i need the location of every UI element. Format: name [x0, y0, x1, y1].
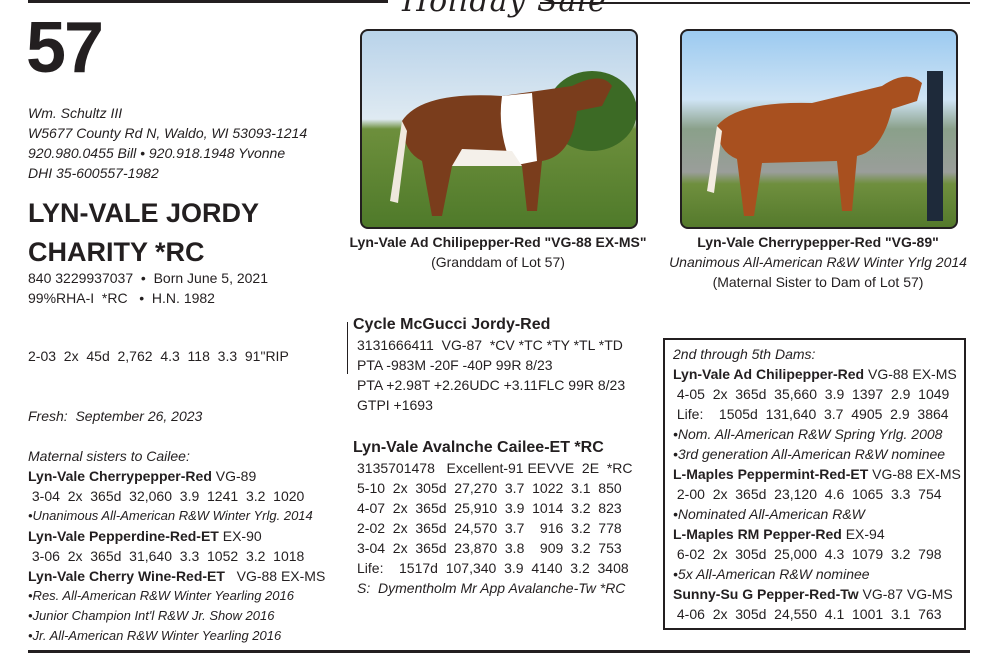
cow-name: Lyn-Vale Pepperdine-Red-ET	[28, 528, 219, 544]
bottom-rule	[28, 650, 970, 653]
cow-name: Lyn-Vale Cherry Wine-Red-ET	[28, 568, 225, 584]
record-line: 4-05 2x 365d 35,660 3.9 1397 2.9 1049	[673, 386, 950, 402]
record-line: 4-07 2x 365d 25,910 3.9 1014 3.2 823	[357, 500, 622, 516]
dams-box: 2nd through 5th Dams: Lyn-Vale Ad Chilip…	[663, 338, 966, 630]
dam-block: Lyn-Vale Avalnche Cailee-ET *RC 31357014…	[353, 438, 633, 598]
caption-note: (Maternal Sister to Dam of Lot 57)	[712, 274, 924, 290]
cow-entry: L-Maples RM Pepper-Red EX-94	[673, 524, 964, 544]
cow-image	[390, 71, 636, 216]
award-note: •Junior Champion Int'l R&W Jr. Show 2016	[28, 608, 275, 623]
award-note: •3rd generation All-American R&W nominee	[673, 446, 946, 462]
cow-name: Lyn-Vale Ad Chilipepper-Red	[673, 366, 865, 382]
caption-title: Lyn-Vale Ad Chilipepper-Red "VG-88 EX-MS…	[349, 234, 647, 250]
photo-cherrypepper	[680, 29, 958, 229]
record-line: 4-06 2x 305d 24,550 4.1 1001 3.1 763	[673, 606, 942, 622]
photo-caption-1: Lyn-Vale Ad Chilipepper-Red "VG-88 EX-MS…	[340, 232, 656, 272]
animal-name-line2: CHARITY *RC	[28, 237, 205, 267]
cow-name: Sunny-Su G Pepper-Red-Tw	[673, 586, 859, 602]
record-line: 5-10 2x 305d 27,270 3.7 1022 3.1 850	[357, 480, 622, 496]
cow-entry: Lyn-Vale Cherrypepper-Red VG-89	[28, 466, 338, 486]
cow-entry: Lyn-Vale Cherry Wine-Red-ET VG-88 EX-MS	[28, 566, 338, 586]
record-line: GTPI +1693	[357, 397, 433, 413]
award-note: •Nom. All-American R&W Spring Yrlg. 2008	[673, 426, 943, 442]
consignor-phones: 920.980.0455 Bill • 920.918.1948 Yvonne	[28, 145, 286, 161]
top-rule-left	[28, 0, 388, 3]
caption-title: Lyn-Vale Cherrypepper-Red "VG-89"	[697, 234, 939, 250]
award-note: •Res. All-American R&W Winter Yearling 2…	[28, 588, 294, 603]
record-line: 3131666411 VG-87 *CV *TC *TY *TL *TD	[357, 337, 623, 353]
cow-image	[707, 71, 943, 221]
cow-score: VG-88 EX-MS	[224, 568, 326, 584]
maternal-sisters-heading: Maternal sisters to Cailee:	[28, 448, 190, 464]
caption-sub: Unanimous All-American R&W Winter Yrlg 2…	[669, 254, 967, 270]
cow-entry: L-Maples Peppermint-Red-ET VG-88 EX-MS	[673, 464, 964, 484]
animal-breed: 99%RHA-I *RC • H.N. 1982	[28, 290, 215, 306]
fresh-date: Fresh: September 26, 2023	[28, 408, 203, 424]
record-line: Life: 1505d 131,640 3.7 4905 2.9 3864	[673, 406, 949, 422]
award-note: •5x All-American R&W nominee	[673, 566, 870, 582]
award-note: •Nominated All-American R&W	[673, 506, 865, 522]
photo-chilipepper	[360, 29, 638, 229]
record-line: 3-04 2x 365d 23,870 3.8 909 3.2 753	[357, 540, 622, 556]
top-rule-right	[540, 2, 970, 4]
record-line: 3-06 2x 365d 31,640 3.3 1052 3.2 1018	[28, 548, 305, 564]
dam-sire-line: S: Dymentholm Mr App Avalanche-Tw *RC	[357, 580, 626, 596]
cow-score: VG-87 VG-MS	[858, 586, 953, 602]
cow-name: L-Maples RM Pepper-Red	[673, 526, 842, 542]
record-line: 3-04 2x 365d 32,060 3.9 1241 3.2 1020	[28, 488, 305, 504]
dam-name: Lyn-Vale Avalnche Cailee-ET *RC	[353, 439, 604, 456]
cow-score: EX-94	[841, 526, 885, 542]
animal-id-born: 840 3229937037 • Born June 5, 2021	[28, 270, 268, 286]
sire-block: Cycle McGucci Jordy-Red 3131666411 VG-87…	[353, 315, 625, 415]
cow-entry: Lyn-Vale Pepperdine-Red-ET EX-90	[28, 526, 338, 546]
record-line: 2-02 2x 365d 24,570 3.7 916 3.2 778	[357, 520, 622, 536]
sire-name: Cycle McGucci Jordy-Red	[353, 316, 551, 333]
animal-record: 2-03 2x 45d 2,762 4.3 118 3.3 91"RIP	[28, 348, 289, 364]
record-line: 3135701478 Excellent-91 EEVVE 2E *RC	[357, 460, 633, 476]
cow-score: VG-88 EX-MS	[864, 366, 957, 382]
consignor-name: Wm. Schultz III	[28, 105, 123, 121]
sale-title: Holiday Sale	[402, 0, 607, 19]
cow-score: EX-90	[218, 528, 262, 544]
award-note: •Unanimous All-American R&W Winter Yrlg.…	[28, 508, 313, 523]
record-line: 6-02 2x 305d 25,000 4.3 1079 3.2 798	[673, 546, 942, 562]
pedigree-bracket	[347, 322, 348, 374]
caption-note: (Granddam of Lot 57)	[431, 254, 565, 270]
cow-name: L-Maples Peppermint-Red-ET	[673, 466, 869, 482]
record-line: PTA +2.98T +2.26UDC +3.11FLC 99R 8/23	[357, 377, 626, 393]
cow-score: VG-89	[211, 468, 257, 484]
dams-box-heading: 2nd through 5th Dams:	[673, 346, 816, 362]
consignor-address: W5677 County Rd N, Waldo, WI 53093-1214	[28, 125, 308, 141]
animal-name-line1: LYN-VALE JORDY	[28, 198, 260, 228]
lot-number: 57	[26, 8, 104, 88]
record-line: 2-00 2x 365d 23,120 4.6 1065 3.3 754	[673, 486, 942, 502]
cow-entry: Sunny-Su G Pepper-Red-Tw VG-87 VG-MS	[673, 584, 964, 604]
maternal-sisters: Maternal sisters to Cailee: Lyn-Vale Che…	[28, 446, 338, 646]
cow-entry: Lyn-Vale Ad Chilipepper-Red VG-88 EX-MS	[673, 364, 964, 384]
photo-caption-2: Lyn-Vale Cherrypepper-Red "VG-89" Unanim…	[660, 232, 976, 292]
consignor-dhi: DHI 35-600557-1982	[28, 165, 159, 181]
cow-score: VG-88 EX-MS	[868, 466, 961, 482]
record-line: Life: 1517d 107,340 3.9 4140 3.2 3408	[357, 560, 629, 576]
award-note: •Jr. All-American R&W Winter Yearling 20…	[28, 628, 282, 643]
cow-name: Lyn-Vale Cherrypepper-Red	[28, 468, 212, 484]
record-line: PTA -983M -20F -40P 99R 8/23	[357, 357, 553, 373]
consignor-info: Wm. Schultz III W5677 County Rd N, Waldo…	[28, 103, 307, 183]
